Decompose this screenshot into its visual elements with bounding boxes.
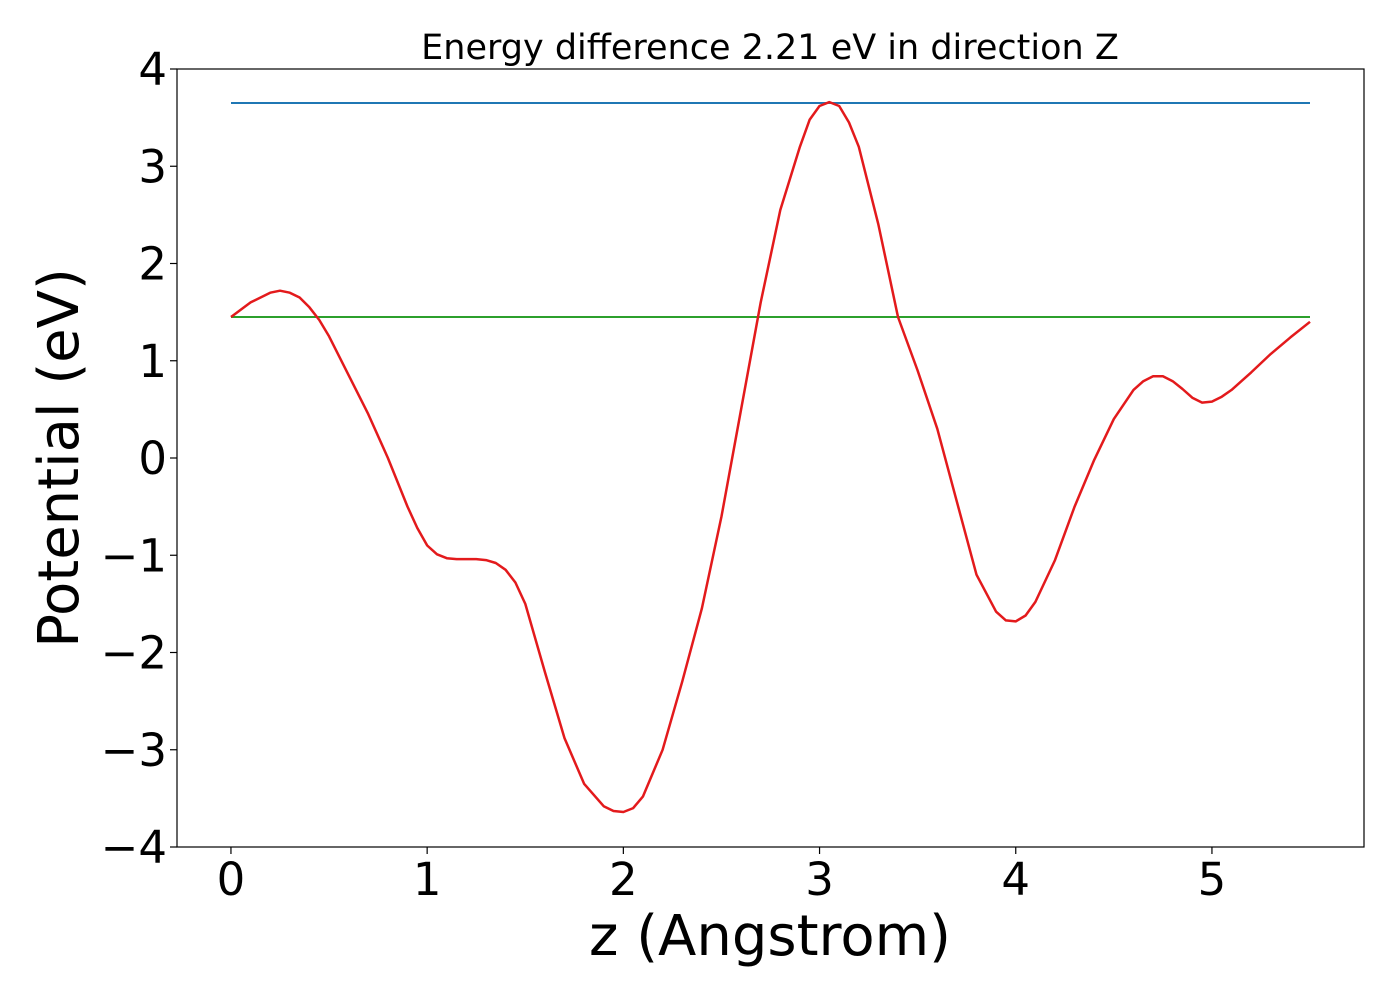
x-tick-label: 1 <box>413 853 442 906</box>
x-tick-label: 2 <box>609 853 638 906</box>
y-tick-label: 1 <box>138 335 167 388</box>
y-tick-label: −2 <box>101 627 167 680</box>
chart-title: Energy difference 2.21 eV in direction Z <box>421 28 1119 68</box>
x-tick-label: 3 <box>805 853 834 906</box>
x-tick-label: 5 <box>1198 853 1227 906</box>
y-axis-label: Potential (eV) <box>27 268 92 648</box>
y-tick-label: 2 <box>138 238 167 291</box>
x-tick-label: 0 <box>217 853 246 906</box>
y-tick-label: 4 <box>138 43 167 96</box>
y-tick-label: −1 <box>101 529 167 582</box>
y-tick-label: −4 <box>101 821 167 874</box>
series-line-3 <box>230 100 1311 814</box>
x-axis: 0 1 2 3 4 5 <box>217 847 1227 906</box>
plot-area-frame <box>176 68 1365 848</box>
y-tick-label: −3 <box>101 724 167 777</box>
series-layer <box>230 100 1311 814</box>
x-axis-label: z (Angstrom) <box>589 904 951 969</box>
x-tick-label: 4 <box>1001 853 1030 906</box>
y-tick-label: 3 <box>138 140 167 193</box>
y-axis: −4 −3 −2 −1 0 1 2 3 4 <box>101 43 177 874</box>
y-tick-label: 0 <box>138 432 167 485</box>
